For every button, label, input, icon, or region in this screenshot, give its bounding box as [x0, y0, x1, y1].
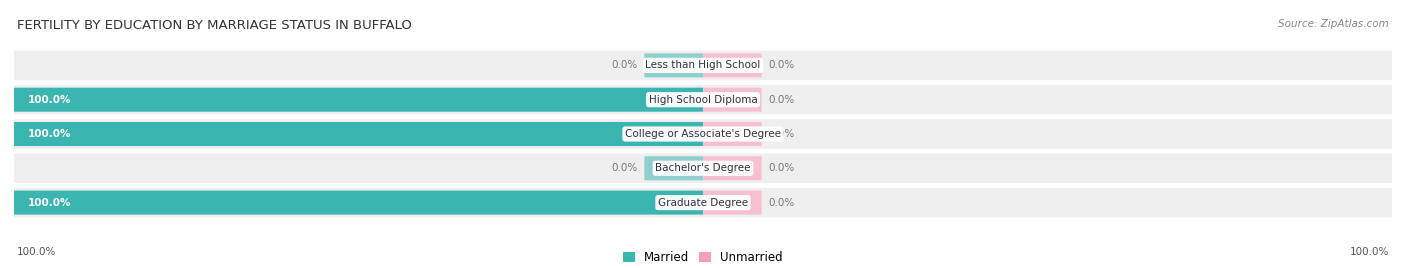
Text: Bachelor's Degree: Bachelor's Degree [655, 163, 751, 173]
Text: 100.0%: 100.0% [1350, 247, 1389, 257]
Text: 100.0%: 100.0% [28, 198, 72, 208]
Text: Source: ZipAtlas.com: Source: ZipAtlas.com [1278, 19, 1389, 29]
Text: 0.0%: 0.0% [769, 60, 794, 70]
FancyBboxPatch shape [703, 156, 762, 180]
FancyBboxPatch shape [703, 191, 762, 215]
Text: 0.0%: 0.0% [769, 163, 794, 173]
Text: 0.0%: 0.0% [769, 198, 794, 208]
Text: 100.0%: 100.0% [28, 129, 72, 139]
FancyBboxPatch shape [14, 191, 703, 215]
FancyBboxPatch shape [14, 154, 1392, 183]
Text: Less than High School: Less than High School [645, 60, 761, 70]
FancyBboxPatch shape [14, 88, 703, 112]
FancyBboxPatch shape [14, 119, 1392, 149]
FancyBboxPatch shape [703, 53, 762, 77]
Text: FERTILITY BY EDUCATION BY MARRIAGE STATUS IN BUFFALO: FERTILITY BY EDUCATION BY MARRIAGE STATU… [17, 19, 412, 32]
FancyBboxPatch shape [644, 156, 703, 180]
Text: Graduate Degree: Graduate Degree [658, 198, 748, 208]
Text: 0.0%: 0.0% [769, 129, 794, 139]
FancyBboxPatch shape [644, 53, 703, 77]
FancyBboxPatch shape [14, 51, 1392, 80]
FancyBboxPatch shape [14, 85, 1392, 114]
Text: 100.0%: 100.0% [28, 95, 72, 105]
Text: 0.0%: 0.0% [612, 163, 637, 173]
FancyBboxPatch shape [14, 122, 703, 146]
Text: 0.0%: 0.0% [769, 95, 794, 105]
FancyBboxPatch shape [703, 122, 762, 146]
Legend: Married, Unmarried: Married, Unmarried [619, 246, 787, 268]
FancyBboxPatch shape [703, 88, 762, 112]
Text: 0.0%: 0.0% [612, 60, 637, 70]
FancyBboxPatch shape [14, 188, 1392, 217]
Text: College or Associate's Degree: College or Associate's Degree [626, 129, 780, 139]
Text: High School Diploma: High School Diploma [648, 95, 758, 105]
Text: 100.0%: 100.0% [17, 247, 56, 257]
